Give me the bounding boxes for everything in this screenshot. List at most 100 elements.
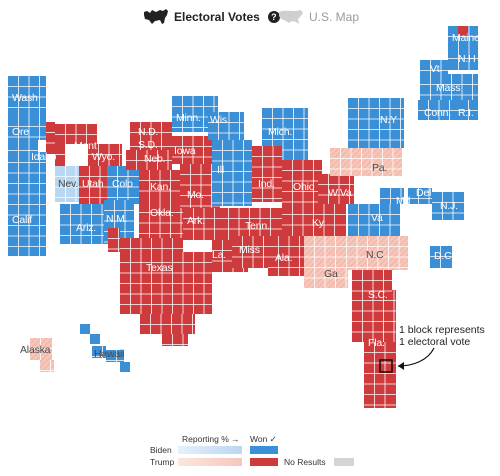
state-il[interactable] <box>212 140 252 206</box>
state-label-nh: N.H <box>458 53 476 65</box>
electoral-cartogram <box>8 26 478 408</box>
state-label-dc: D.C <box>434 250 452 262</box>
state-me[interactable] <box>448 26 478 48</box>
us-map-toggle[interactable]: U.S. Map <box>278 8 359 26</box>
state-label-or: Ore <box>12 126 29 138</box>
state-nc[interactable] <box>336 236 408 270</box>
state-va[interactable] <box>348 204 400 236</box>
state-label-ga: Ga <box>324 268 338 280</box>
state-wa[interactable] <box>8 76 46 116</box>
state-sd[interactable] <box>130 136 172 150</box>
state-label-me: Maine <box>452 32 480 44</box>
state-ak[interactable] <box>30 338 54 372</box>
state-ar[interactable] <box>183 208 221 240</box>
state-label-ny: N.Y <box>380 114 397 126</box>
state-label-nj: N.J. <box>440 200 458 212</box>
state-label-mn: Minn. <box>176 112 201 124</box>
state-tn[interactable] <box>218 208 282 240</box>
state-wv[interactable] <box>318 174 354 204</box>
state-pa[interactable] <box>330 148 402 176</box>
state-ma[interactable] <box>420 74 478 100</box>
state-nh[interactable] <box>448 48 478 70</box>
legend-no-results-label: No Results <box>284 457 326 467</box>
state-fl[interactable] <box>352 290 396 408</box>
state-al[interactable] <box>268 236 304 276</box>
state-ny[interactable] <box>348 98 404 148</box>
state-label-ut: Utah <box>82 178 104 190</box>
state-label-wi: Wis <box>210 114 227 126</box>
state-ca[interactable] <box>8 140 46 256</box>
state-tx[interactable] <box>108 228 212 346</box>
state-in[interactable] <box>252 146 282 202</box>
state-ms[interactable] <box>232 236 268 268</box>
electoral-votes-label: Electoral Votes <box>174 10 260 24</box>
help-icon[interactable]: ? <box>267 11 280 23</box>
state-label-il: Ill <box>217 164 224 176</box>
us-map-label: U.S. Map <box>309 10 360 24</box>
legend-no-results-swatch <box>334 458 354 466</box>
state-label-ms: Miss <box>239 244 260 256</box>
state-label-in: Ind. <box>258 178 275 190</box>
state-id[interactable] <box>46 122 65 166</box>
state-nd[interactable] <box>130 122 172 136</box>
legend: Reporting % → Won ✓ Biden Trump No Resul… <box>0 430 500 476</box>
state-co[interactable] <box>107 166 139 204</box>
state-label-ne: Neb. <box>144 153 166 165</box>
state-sc[interactable] <box>352 270 392 300</box>
legend-biden-won-swatch <box>250 446 278 454</box>
state-label-mt: Mont <box>74 140 97 152</box>
state-wi[interactable] <box>208 112 244 140</box>
state-label-md: Md <box>396 195 411 207</box>
state-label-ks: Kan. <box>150 181 171 193</box>
state-oh[interactable] <box>282 160 322 204</box>
state-label-wy: Wyo. <box>92 151 116 163</box>
state-label-tn: Tenn. <box>245 220 270 232</box>
state-ri[interactable] <box>458 100 478 120</box>
state-label-sd: S.D. <box>138 139 158 151</box>
legend-trump-reporting-swatch <box>178 458 242 466</box>
legend-trump-label: Trump <box>150 457 175 467</box>
state-ne[interactable] <box>126 150 172 170</box>
state-ia[interactable] <box>172 136 212 164</box>
state-label-ma: Mass <box>436 82 461 94</box>
state-label-mi: Mich. <box>268 126 293 138</box>
state-az[interactable] <box>60 204 104 244</box>
view-toggle: Electoral Votes ? U.S. Map <box>0 0 500 32</box>
electoral-votes-toggle[interactable]: Electoral Votes ? <box>143 8 280 26</box>
annotation-line-1: 1 block represents <box>399 324 485 336</box>
state-ct[interactable] <box>418 100 458 120</box>
state-md[interactable] <box>380 188 404 204</box>
state-ky[interactable] <box>282 204 346 236</box>
state-label-wv: W.Va <box>328 187 352 199</box>
cartogram-icon <box>144 9 168 24</box>
block-annotation: 1 block represents 1 electoral vote <box>399 324 499 348</box>
state-ok[interactable] <box>120 202 183 252</box>
state-label-ok: Okla. <box>150 207 174 219</box>
state-label-vt: Vt. <box>430 63 443 75</box>
state-dc[interactable] <box>430 246 452 268</box>
state-label-pa: Pa. <box>372 162 388 174</box>
state-label-va: Va <box>371 212 383 224</box>
state-label-fl: Fla. <box>368 337 385 349</box>
state-or[interactable] <box>8 116 46 140</box>
arrow-head-icon <box>398 362 404 370</box>
state-ut[interactable] <box>79 166 107 204</box>
state-mi[interactable] <box>262 108 308 160</box>
state-label-az: Ariz. <box>76 222 97 234</box>
state-nv[interactable] <box>55 166 79 202</box>
state-label-co: Colo <box>112 178 133 190</box>
sample-block-outline <box>379 359 393 373</box>
legend-reporting-label: Reporting % → <box>182 434 240 444</box>
state-wy[interactable] <box>88 144 122 166</box>
state-nj[interactable] <box>432 192 464 220</box>
state-de[interactable] <box>408 188 432 204</box>
legend-biden-label: Biden <box>150 445 172 455</box>
state-label-ar: Ark. <box>187 215 205 227</box>
state-ks[interactable] <box>139 170 183 202</box>
state-hi[interactable] <box>80 324 130 372</box>
state-label-nd: N.D. <box>138 126 159 138</box>
state-vt[interactable] <box>420 60 448 74</box>
annotation-line-2: 1 electoral vote <box>399 336 471 348</box>
state-label-nc: N.C <box>366 249 384 261</box>
state-mt[interactable] <box>55 124 97 144</box>
